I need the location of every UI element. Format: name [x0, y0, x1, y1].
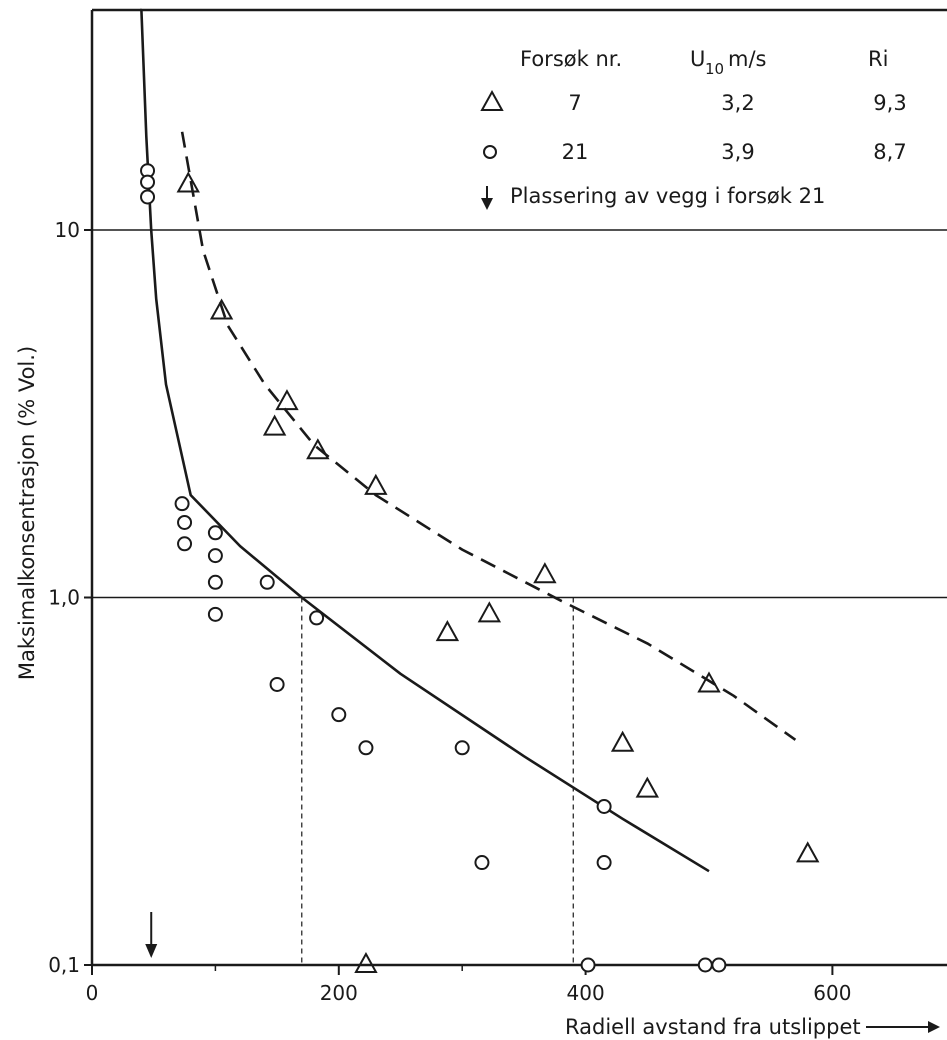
triangle-point-2 [262, 414, 287, 436]
circle-point-1 [140, 174, 156, 190]
y-tick-label-0: 0,1 [48, 953, 80, 977]
legend: Forsøk nr. U 10 m/s Ri 7 3,2 9,3 21 3,9 … [480, 47, 907, 210]
triangle-point-9 [610, 730, 635, 752]
triangle-point-5 [364, 473, 388, 495]
circle-point-17 [596, 798, 612, 814]
circle-point-10 [259, 574, 275, 590]
legend-row-1-nr: 7 [568, 91, 581, 115]
circle-point-13 [331, 707, 347, 723]
circle-point-6 [207, 525, 223, 541]
circle-point-21 [711, 957, 727, 973]
y-tick-label-2: 10 [55, 218, 80, 242]
triangle-point-6 [435, 620, 460, 642]
y-axis-title: Maksimalkonsentrasjon (% Vol.) [15, 346, 39, 680]
circle-point-8 [207, 574, 223, 590]
circle-point-11 [269, 676, 285, 692]
solid-fit-curve-1 [140, 8, 710, 873]
triangle-point-10 [635, 776, 659, 798]
legend-row-1-ri: 9,3 [873, 91, 906, 115]
grid-lines [92, 229, 947, 599]
triangle-point-0 [176, 171, 200, 193]
wall-arrow-head [145, 944, 158, 958]
x-tick-label-3: 600 [813, 981, 851, 1005]
triangle-point-11 [697, 671, 721, 693]
circle-point-12 [309, 610, 325, 626]
fit-curves [140, 8, 797, 873]
legend-triangle-marker [480, 89, 504, 111]
circle-point-20 [697, 957, 713, 973]
triangle-point-8 [533, 562, 557, 584]
circle-point-19 [580, 957, 596, 973]
triangle-point-12 [796, 841, 820, 863]
legend-header-u-subscript: 10 [705, 60, 724, 78]
legend-arrow-note: Plassering av vegg i forsøk 21 [510, 184, 825, 208]
triangle-point-4 [306, 438, 330, 460]
triangle-point-3 [275, 389, 299, 411]
x-tick-label-2: 400 [567, 981, 605, 1005]
circle-point-9 [207, 606, 223, 622]
legend-header-unit: m/s [728, 47, 766, 71]
data-points [140, 163, 820, 973]
x-axis-title-arrow [866, 1021, 940, 1033]
x-tick-label-0: 0 [86, 981, 99, 1005]
legend-row-2-ri: 8,7 [873, 140, 906, 164]
legend-row-1-u10: 3,2 [721, 91, 754, 115]
circle-point-2 [140, 189, 156, 205]
circle-point-14 [358, 740, 374, 756]
circle-point-4 [177, 514, 193, 530]
legend-row-2-u10: 3,9 [721, 140, 754, 164]
legend-circle-marker [483, 145, 497, 159]
circle-point-7 [207, 548, 223, 564]
legend-header-u: U [690, 47, 705, 71]
circle-point-15 [454, 740, 470, 756]
dashed-fit-curve-0 [180, 131, 797, 741]
circle-point-3 [174, 496, 190, 512]
triangle-point-1 [209, 298, 234, 320]
x-axis-title: Radiell avstand fra utslippet [565, 1015, 861, 1039]
legend-header-ri: Ri [868, 47, 888, 71]
y-tick-label-1: 1,0 [48, 586, 80, 610]
circle-point-16 [474, 855, 490, 871]
triangle-point-13 [354, 951, 378, 973]
circle-point-18 [596, 855, 612, 871]
guide-lines [301, 597, 574, 965]
circle-point-5 [177, 536, 193, 552]
legend-header-forsok: Forsøk nr. [520, 47, 622, 71]
legend-arrow-icon [481, 186, 493, 210]
triangle-point-7 [477, 601, 502, 623]
wall-position-arrow [145, 912, 158, 958]
legend-row-2-nr: 21 [562, 140, 589, 164]
axis-ticks: 0 200 400 600 0,1 1,0 10 [48, 218, 851, 1005]
x-tick-label-1: 200 [320, 981, 358, 1005]
